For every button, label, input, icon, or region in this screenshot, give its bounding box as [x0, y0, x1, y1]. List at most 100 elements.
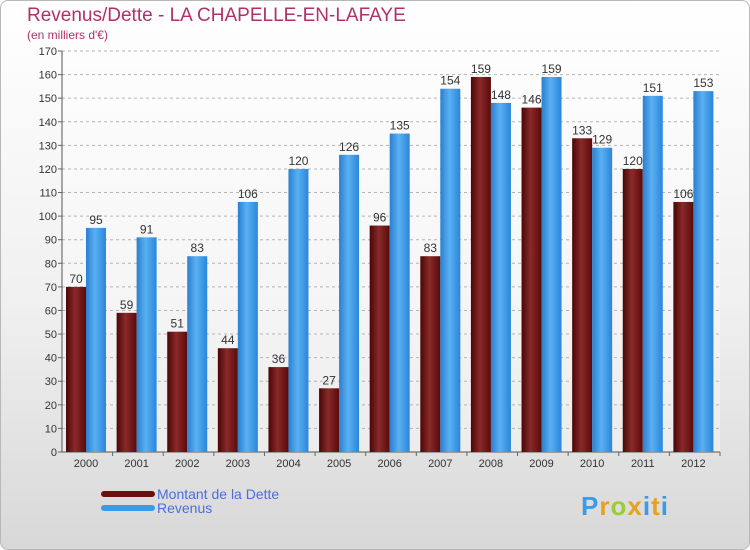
data-label-revenue: 148: [491, 88, 511, 102]
y-tick-label: 150: [39, 93, 57, 105]
legend-label-dette: Montant de la Dette: [157, 486, 280, 502]
bar-debt: [66, 286, 86, 452]
y-tick-label: 170: [39, 46, 57, 58]
bar-revenue: [86, 227, 106, 452]
x-tick-label: 2010: [580, 458, 604, 470]
logo-letter: r: [599, 491, 611, 521]
legend-swatch-revenus: [101, 505, 155, 511]
data-label-debt: 146: [522, 93, 542, 107]
y-tick-label: 110: [39, 188, 57, 200]
data-label-debt: 96: [373, 211, 387, 225]
logo-letter: o: [610, 491, 628, 521]
y-tick-label: 100: [39, 211, 57, 223]
data-label-revenue: 95: [89, 213, 103, 227]
bar-revenue: [592, 147, 613, 452]
data-label-revenue: 126: [339, 140, 359, 154]
bar-debt: [369, 225, 390, 452]
x-tick-label: 2002: [175, 458, 199, 470]
logo-letter: P: [581, 491, 600, 521]
y-tick-label: 30: [45, 376, 57, 388]
chart-legend: Montant de la Dette Revenus: [101, 486, 280, 516]
y-tick-label: 90: [45, 235, 57, 247]
x-tick-label: 2003: [226, 458, 250, 470]
data-label-debt: 106: [673, 187, 693, 201]
data-label-revenue: 153: [693, 76, 713, 90]
bar-debt: [470, 76, 491, 453]
x-tick-label: 2001: [124, 458, 148, 470]
bar-debt: [116, 312, 137, 452]
bar-revenue: [288, 168, 309, 453]
y-tick-label: 20: [45, 400, 57, 412]
data-label-revenue: 159: [542, 62, 562, 76]
data-label-revenue: 120: [288, 154, 308, 168]
data-label-revenue: 106: [238, 187, 258, 201]
y-tick-label: 70: [45, 282, 57, 294]
data-label-debt: 44: [221, 333, 235, 347]
data-label-debt: 133: [572, 123, 592, 137]
x-tick-label: 2004: [276, 458, 300, 470]
data-label-debt: 120: [623, 154, 643, 168]
data-label-debt: 36: [272, 352, 286, 366]
legend-swatch-dette: [101, 491, 155, 497]
logo-letter: i: [642, 491, 652, 521]
legend-label-revenus: Revenus: [157, 500, 213, 516]
bar-revenue: [389, 133, 410, 452]
bar-debt: [521, 107, 542, 453]
bar-debt: [673, 201, 694, 452]
y-tick-label: 0: [51, 447, 57, 459]
x-tick-label: 2005: [327, 458, 351, 470]
data-label-revenue: 129: [592, 133, 612, 147]
bar-debt: [420, 256, 441, 452]
bar-revenue: [541, 76, 562, 453]
data-label-debt: 70: [69, 272, 83, 286]
logo-letter: x: [627, 491, 643, 521]
bar-debt: [268, 367, 289, 452]
data-label-revenue: 154: [440, 74, 460, 88]
y-tick-label: 80: [45, 258, 57, 270]
bar-revenue: [237, 201, 258, 452]
bar-debt: [622, 168, 643, 453]
logo-letter: t: [651, 491, 661, 521]
bar-revenue: [440, 88, 461, 452]
x-tick-label: 2009: [529, 458, 553, 470]
x-tick-label: 2012: [681, 458, 705, 470]
y-tick-label: 40: [45, 353, 57, 365]
y-tick-label: 160: [39, 70, 57, 82]
proxiti-logo: Proxiti: [581, 491, 669, 522]
chart-title: Revenus/Dette - LA CHAPELLE-EN-LAFAYE: [27, 5, 406, 26]
y-tick-label: 130: [39, 140, 57, 152]
y-tick-label: 10: [45, 423, 57, 435]
bar-chart: 0 10 20 30 40 50 60 70 80 90 100 110 120 130 140 150 160…: [39, 46, 721, 470]
data-label-debt: 27: [322, 373, 336, 387]
bar-debt: [167, 331, 188, 452]
data-label-revenue: 83: [191, 241, 205, 255]
bar-revenue: [693, 91, 714, 452]
bar-revenue: [187, 256, 208, 452]
data-label-debt: 83: [424, 241, 438, 255]
x-tick-label: 2007: [428, 458, 452, 470]
bar-revenue: [490, 102, 511, 453]
y-tick-label: 50: [45, 329, 57, 341]
chart-subtitle: (en milliers d'€): [27, 28, 108, 42]
y-tick-label: 60: [45, 305, 57, 317]
data-label-debt: 59: [120, 298, 134, 312]
legend-item-dette: Montant de la Dette: [101, 486, 280, 502]
logo-letter: i: [660, 491, 669, 521]
legend-item-revenus: Revenus: [101, 500, 279, 516]
x-tick-label: 2008: [479, 458, 503, 470]
y-tick-label: 120: [39, 164, 57, 176]
data-label-revenue: 91: [140, 222, 154, 236]
data-label-debt: 159: [471, 62, 491, 76]
bar-revenue: [136, 237, 157, 452]
bar-debt: [319, 388, 340, 452]
bar-revenue: [642, 95, 663, 452]
data-label-revenue: 151: [643, 81, 663, 95]
x-tick-label: 2000: [74, 458, 98, 470]
data-label-revenue: 135: [390, 119, 410, 133]
x-tick-label: 2006: [377, 458, 401, 470]
bar-revenue: [339, 154, 360, 452]
x-tick-label: 2011: [631, 458, 655, 470]
bar-debt: [217, 348, 238, 452]
data-label-debt: 51: [171, 317, 185, 331]
